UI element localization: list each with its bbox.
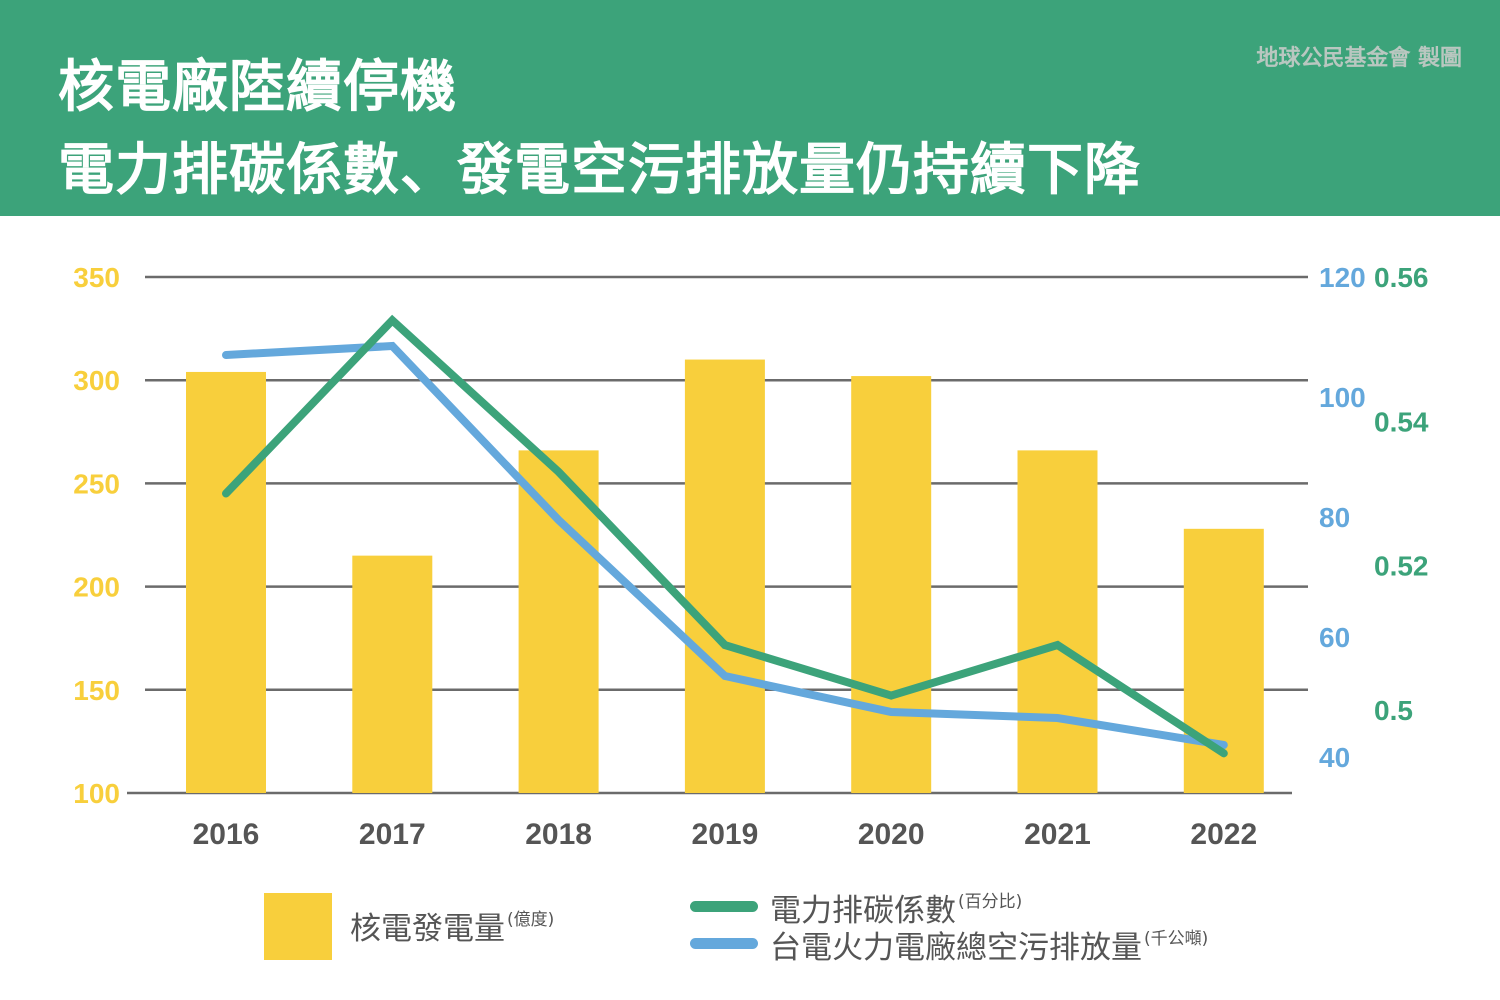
legend-unit: (億度) [507,910,555,930]
credit-text: 地球公民基金會 製圖 [1256,46,1462,71]
left-tick-label: 300 [73,365,120,396]
legend-label: 核電發電量 [350,911,505,947]
legend-unit: (百分比) [958,892,1023,912]
x-tick-label: 2018 [525,818,592,851]
legend-swatch-green-line [690,901,758,912]
left-tick-label: 200 [73,572,120,603]
right-blue-tick-label: 100 [1319,382,1366,413]
left-tick-label: 150 [73,675,120,706]
legend-item-carbon: 電力排碳係數 (百分比) [770,885,1022,930]
bar-2018 [518,450,599,793]
bar-2020 [851,376,932,793]
x-tick-label: 2022 [1190,818,1257,851]
x-tick-label: 2019 [692,818,759,851]
legend-swatch-blue-line [690,938,758,949]
right-green-tick-label: 0.56 [1374,262,1429,293]
legend-unit: (千公噸) [1144,929,1209,949]
bar-2016 [186,371,266,793]
x-tick-label: 2017 [359,818,426,851]
legend-swatch-bar [264,893,332,960]
bar-2017 [352,555,433,793]
right-green-tick-label: 0.52 [1374,551,1429,582]
left-tick-label: 100 [73,778,120,809]
right-blue-tick-label: 60 [1319,622,1350,653]
left-tick-label: 250 [73,468,120,499]
right-blue-tick-label: 120 [1319,262,1366,293]
x-tick-label: 2021 [1024,818,1091,851]
x-tick-label: 2020 [858,818,925,851]
legend-item-nuclear: 核電發電量 (億度) [350,903,554,948]
x-tick-label: 2016 [193,818,260,851]
bar-2019 [684,359,765,793]
right-green-tick-label: 0.54 [1374,406,1429,437]
header-banner: 核電廠陸續停機 電力排碳係數、發電空污排放量仍持續下降 地球公民基金會 製圖 [0,0,1500,216]
right-axis-ticks: 40 60 80 100 120 0.5 0.52 0.54 0.56 [1319,262,1429,773]
right-blue-tick-label: 40 [1319,742,1350,773]
lines [222,314,1228,758]
title-line-2: 電力排碳係數、發電空污排放量仍持續下降 [58,138,1141,203]
right-green-tick-label: 0.5 [1374,695,1413,726]
legend-item-pollution: 台電火力電廠總空污排放量 (千公噸) [770,922,1208,967]
left-tick-label: 350 [73,262,120,293]
legend-label: 電力排碳係數 [770,893,956,929]
x-axis-ticks: 2016 2017 2018 2019 2020 2021 2022 [193,818,1258,851]
right-blue-tick-label: 80 [1319,502,1350,533]
bar-2021 [1017,450,1098,793]
left-axis-ticks: 100 150 200 250 300 350 [73,262,120,809]
legend-label: 台電火力電廠總空污排放量 [770,930,1142,966]
title-line-1: 核電廠陸續停機 [58,55,457,120]
